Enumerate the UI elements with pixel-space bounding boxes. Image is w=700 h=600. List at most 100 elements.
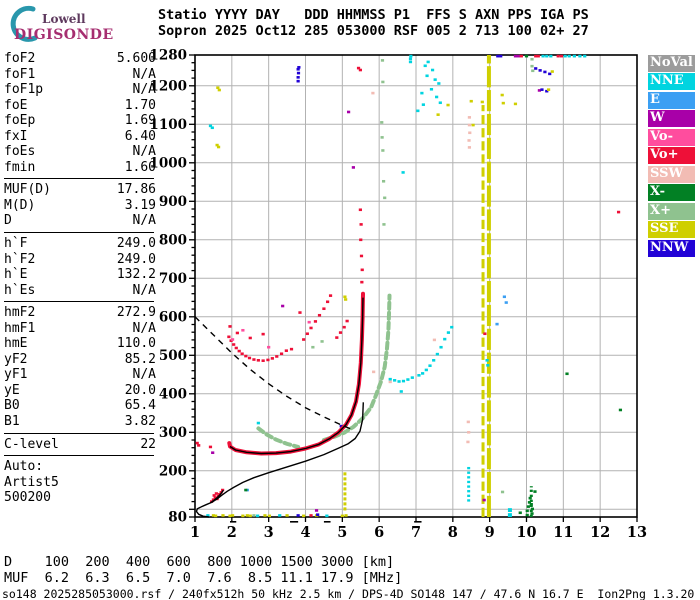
echo-mark xyxy=(309,514,313,517)
rfi-column-mark xyxy=(481,128,485,138)
echo-mark xyxy=(501,101,505,105)
echo-mark xyxy=(467,116,472,119)
rfi-column-mark xyxy=(529,499,533,502)
echo-mark xyxy=(425,74,429,78)
echo-mark xyxy=(358,68,362,72)
echo-mark xyxy=(486,364,490,367)
param-value: 1.70 xyxy=(124,97,156,113)
echo-mark xyxy=(297,66,301,69)
x-tick-label: 7 xyxy=(411,524,421,541)
echo-mark xyxy=(483,332,487,336)
rfi-column-mark xyxy=(481,154,485,164)
echo-mark xyxy=(234,346,238,350)
y-tick-label: 600 xyxy=(159,309,187,325)
echo-mark xyxy=(537,89,541,92)
param-label: foEs xyxy=(4,144,36,160)
echo-mark xyxy=(256,421,260,425)
echo-mark xyxy=(344,298,348,301)
panel-divider xyxy=(4,455,154,457)
param-value: 22 xyxy=(140,436,156,452)
profile-hook xyxy=(195,506,210,518)
echo-mark xyxy=(495,322,499,326)
y-tick-label: 1100 xyxy=(149,117,187,133)
d-muf-table: D 100 200 400 600 800 1000 1500 3000 [km… xyxy=(4,554,402,586)
echo-mark xyxy=(567,54,571,58)
param-label: C-level xyxy=(4,436,59,452)
echo-mark xyxy=(583,54,587,58)
param-row-hf: h`F 249.0 xyxy=(4,236,156,252)
echo-mark xyxy=(360,280,364,284)
echo-mark xyxy=(281,304,285,308)
echo-mark xyxy=(302,514,306,518)
measurement-header: Statio YYYY DAY DDD HHMMSS P1 FFS S AXN … xyxy=(158,7,589,39)
legend-item-x: X- xyxy=(648,184,695,202)
y-tick-label: 80 xyxy=(168,510,187,526)
rfi-column-mark xyxy=(481,259,485,269)
echo-mark xyxy=(359,254,364,258)
echo-mark xyxy=(296,76,300,79)
rfi-column-mark xyxy=(486,352,491,374)
echo-mark xyxy=(468,131,472,135)
echo-mark xyxy=(428,364,432,367)
param-label: fxI xyxy=(4,128,28,144)
rfi-column-mark xyxy=(486,137,491,159)
echo-mark xyxy=(382,223,386,226)
true-height-profile xyxy=(200,402,364,508)
rfi-column-mark xyxy=(481,507,485,517)
echo-mark xyxy=(556,54,560,58)
param-label: h`Es xyxy=(4,282,36,298)
param-value: 3.82 xyxy=(124,414,156,430)
echo-mark xyxy=(317,313,322,317)
echo-mark xyxy=(467,139,471,142)
echo-mark xyxy=(502,295,506,299)
rfi-column-mark xyxy=(529,504,533,507)
echo-mark xyxy=(466,440,470,444)
echo-mark xyxy=(534,54,538,58)
echo-mark xyxy=(393,379,397,382)
echo-mark xyxy=(380,136,384,139)
echo-mark xyxy=(358,208,362,212)
muf-transmission-curve xyxy=(194,316,352,430)
rfi-column-mark xyxy=(481,206,485,216)
rfi-column-mark xyxy=(343,482,347,486)
echo-mark xyxy=(237,349,241,353)
echo-mark xyxy=(307,320,311,324)
echo-mark xyxy=(572,54,576,58)
legend-item-vo: Vo+ xyxy=(648,147,695,165)
echo-mark xyxy=(559,54,564,58)
legend-item-vo: Vo- xyxy=(648,128,695,146)
param-label: 500200 xyxy=(4,490,51,506)
param-label: hmF1 xyxy=(4,320,36,336)
param-row-md: M(D) 3.19 xyxy=(4,198,156,214)
y-tick-label: 400 xyxy=(159,386,187,402)
param-label: foF1p xyxy=(4,82,44,98)
echo-mark xyxy=(545,54,549,58)
rfi-column-mark xyxy=(467,471,471,474)
rfi-column-mark xyxy=(343,492,347,496)
restricted-band-mark xyxy=(229,521,237,523)
echo-mark xyxy=(531,69,535,73)
echo-mark xyxy=(351,166,355,169)
echo-mark xyxy=(210,126,214,130)
echo-mark xyxy=(524,54,529,58)
echo-mark xyxy=(527,501,532,504)
panel-divider xyxy=(4,232,154,234)
rfi-column-mark xyxy=(481,115,485,125)
echo-mark xyxy=(439,345,443,349)
rfi-column-mark xyxy=(486,280,491,303)
echo-mark xyxy=(372,370,376,374)
param-row-fof2: foF2 5.600 xyxy=(4,51,156,67)
param-label: hmF2 xyxy=(4,305,36,321)
echo-mark xyxy=(550,70,554,73)
echo-mark xyxy=(338,331,343,334)
param-row-hme: hmE 110.0 xyxy=(4,336,156,352)
echo-mark xyxy=(540,88,544,91)
rfi-column-mark xyxy=(481,376,485,387)
param-row-auto: Auto: xyxy=(4,459,156,475)
header-field-names: Statio YYYY DAY DDD HHMMSS P1 FFS S AXN … xyxy=(158,7,589,23)
echo-mark xyxy=(344,514,348,517)
rfi-column-mark xyxy=(481,232,485,243)
echo-mark xyxy=(381,149,385,152)
echo-mark xyxy=(267,514,272,518)
rfi-column-mark xyxy=(481,389,485,400)
